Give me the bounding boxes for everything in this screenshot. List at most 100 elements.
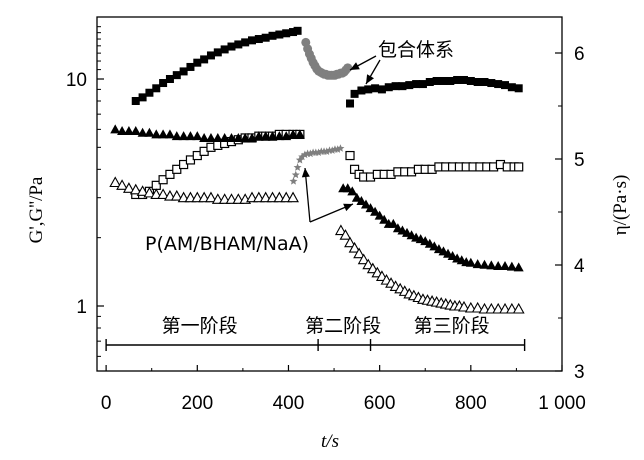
series-5-star xyxy=(289,144,345,185)
data-point xyxy=(291,170,300,179)
x-tick-label: 200 xyxy=(181,393,213,414)
data-point xyxy=(314,148,323,157)
data-point xyxy=(493,261,504,271)
series-1-open-square xyxy=(131,129,524,200)
data-point xyxy=(471,301,484,313)
data-point xyxy=(138,93,147,102)
data-point xyxy=(298,152,307,161)
x-tick-label: 0 xyxy=(101,393,112,414)
data-point xyxy=(459,75,468,84)
data-point xyxy=(348,241,361,253)
data-point xyxy=(129,183,142,195)
data-point xyxy=(360,199,371,209)
data-point xyxy=(364,85,373,94)
data-point xyxy=(418,80,427,89)
data-point xyxy=(494,80,503,89)
data-point xyxy=(234,40,243,49)
arrow-head xyxy=(343,203,353,212)
series-4-filled-circle xyxy=(301,37,353,80)
data-point xyxy=(514,84,523,93)
data-point xyxy=(384,83,393,92)
data-point xyxy=(294,129,305,139)
data-point xyxy=(512,302,525,314)
data-point xyxy=(506,261,517,271)
data-point xyxy=(178,131,189,141)
data-point xyxy=(116,179,129,190)
data-point xyxy=(480,78,489,87)
data-point xyxy=(159,79,168,88)
arrow-head xyxy=(350,62,360,70)
data-point xyxy=(254,35,263,44)
data-point xyxy=(164,129,175,139)
data-point xyxy=(226,132,237,142)
data-point xyxy=(357,86,366,95)
data-point xyxy=(322,147,331,155)
data-point xyxy=(170,189,183,201)
data-point xyxy=(351,192,362,202)
data-series xyxy=(109,26,525,314)
stage-bracket: 第一阶段 第二阶段 第三阶段 xyxy=(105,315,526,351)
data-point xyxy=(371,84,380,93)
data-point xyxy=(379,214,390,224)
data-point xyxy=(334,224,347,236)
data-point xyxy=(157,188,170,200)
data-point xyxy=(172,164,182,174)
series-2-filled-triangle xyxy=(110,124,524,272)
data-point xyxy=(412,80,421,89)
data-point xyxy=(405,81,414,90)
data-point xyxy=(486,260,497,270)
data-point xyxy=(328,146,337,154)
data-point xyxy=(289,28,298,37)
data-point xyxy=(347,186,358,196)
data-point xyxy=(219,132,230,142)
data-point xyxy=(212,132,223,142)
data-point xyxy=(425,78,434,87)
data-point xyxy=(193,58,202,67)
x-axis-label: t/s xyxy=(321,431,339,452)
data-point xyxy=(275,30,284,39)
data-point xyxy=(357,253,370,265)
data-point xyxy=(123,126,134,136)
data-point xyxy=(227,42,236,51)
data-point xyxy=(353,247,366,259)
data-point xyxy=(158,129,169,139)
y-right-tick-label: 3 xyxy=(574,362,585,383)
axis-ticks: 0 200 400 600 800 1 000 1 10 3 4 5 6 xyxy=(66,26,586,414)
data-point xyxy=(513,262,524,272)
data-point xyxy=(179,67,188,76)
data-point xyxy=(501,81,510,90)
data-point xyxy=(473,78,482,87)
data-point xyxy=(446,76,455,85)
data-point xyxy=(117,126,128,136)
data-point xyxy=(345,150,355,161)
data-point xyxy=(479,259,490,269)
data-point xyxy=(199,132,210,142)
arrow-line xyxy=(304,167,311,223)
data-point xyxy=(287,191,299,203)
plot-frame xyxy=(96,16,563,372)
data-point xyxy=(152,84,161,93)
x-tick-label: 400 xyxy=(273,393,305,414)
data-point xyxy=(192,131,203,141)
data-point xyxy=(206,51,215,60)
data-point xyxy=(333,145,342,153)
data-point xyxy=(398,82,407,91)
data-point xyxy=(306,149,315,158)
data-point xyxy=(432,76,441,85)
data-point xyxy=(388,218,399,228)
data-point xyxy=(110,124,121,134)
data-point xyxy=(253,131,264,141)
y-left-tick-label: 10 xyxy=(66,70,87,91)
data-point xyxy=(172,71,181,80)
data-point xyxy=(122,182,135,193)
arrow-head xyxy=(301,168,310,178)
data-point xyxy=(145,88,154,97)
data-point xyxy=(165,169,175,179)
data-point xyxy=(143,186,156,198)
y-right-tick-label: 6 xyxy=(574,44,585,65)
data-point xyxy=(151,129,162,139)
data-point xyxy=(158,175,168,185)
stage-label: 第一阶段 xyxy=(162,315,238,337)
data-point xyxy=(293,163,302,171)
